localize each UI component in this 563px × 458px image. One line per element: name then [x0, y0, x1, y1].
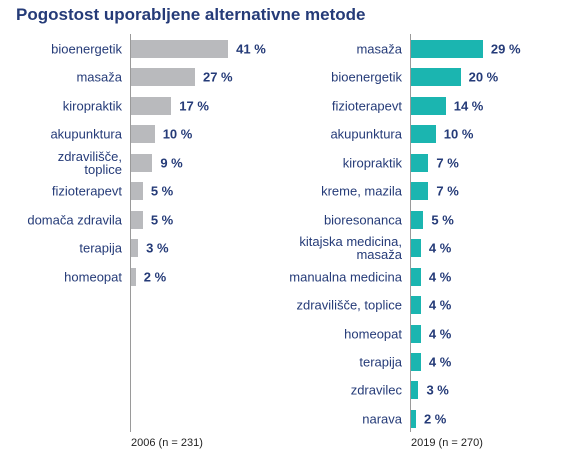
- value-label: 3 %: [146, 240, 169, 256]
- bar: [411, 182, 429, 201]
- value-label: 20 %: [468, 69, 499, 85]
- category-label: homeopat: [64, 269, 122, 285]
- category-label: zdravilišče, toplice: [57, 148, 122, 177]
- bar: [131, 267, 136, 286]
- bar: [411, 239, 421, 258]
- bar: [411, 210, 424, 229]
- category-label: terapija: [359, 354, 402, 370]
- bar: [131, 40, 229, 58]
- bar: [411, 68, 461, 87]
- category-label: masaža: [356, 41, 402, 57]
- bar: [411, 267, 421, 286]
- value-label: 10 %: [162, 126, 193, 142]
- value-label: 5 %: [150, 183, 174, 199]
- category-label: bioenergetik: [331, 69, 402, 85]
- category-label: kiropraktik: [342, 155, 402, 171]
- bar: [411, 324, 421, 343]
- category-label: kiropraktik: [62, 98, 122, 114]
- category-label: akupunktura: [50, 126, 122, 142]
- category-label: domača zdravila: [27, 212, 122, 228]
- value-label: 3 %: [426, 382, 449, 398]
- bar: [131, 239, 139, 258]
- value-label: 7 %: [436, 183, 459, 199]
- category-label: fizioterapevt: [331, 98, 402, 114]
- axis-label: 2019 (n = 270): [411, 437, 483, 449]
- bar: [411, 296, 421, 315]
- category-label: kitajska medicina, masaža: [299, 234, 402, 263]
- value-label: 17 %: [179, 98, 209, 114]
- bar: [411, 96, 446, 115]
- value-label: 5 %: [150, 212, 174, 228]
- value-label: 2 %: [143, 269, 167, 285]
- value-label: 29 %: [490, 41, 521, 57]
- category-label: narava: [362, 411, 402, 427]
- bar: [131, 210, 143, 229]
- value-label: 4 %: [428, 240, 452, 256]
- bar: [131, 125, 155, 144]
- bar: [131, 182, 143, 201]
- bar: [411, 40, 483, 58]
- value-label: 4 %: [428, 354, 452, 370]
- value-label: 9 %: [160, 155, 183, 171]
- category-label: bioresonanca: [323, 212, 402, 228]
- axis-line: [410, 34, 411, 432]
- value-label: 5 %: [431, 212, 454, 228]
- category-label: bioenergetik: [51, 41, 122, 57]
- value-label: 27 %: [202, 69, 233, 85]
- value-label: 41 %: [236, 41, 266, 57]
- bar: [131, 96, 172, 115]
- bar: [411, 352, 421, 371]
- category-label: masaža: [76, 69, 122, 85]
- category-label: fizioterapevt: [51, 183, 122, 199]
- bar: [411, 153, 429, 172]
- category-label: terapija: [79, 240, 122, 256]
- value-label: 10 %: [443, 126, 474, 142]
- bar: [131, 153, 153, 172]
- axis-line: [130, 34, 131, 432]
- category-label: homeopat: [344, 326, 402, 341]
- bar: [131, 68, 195, 87]
- value-label: 4 %: [428, 269, 452, 285]
- category-label: zdravilec: [350, 382, 402, 398]
- category-label: zdravilišče, toplice: [296, 297, 403, 313]
- value-label: 7 %: [436, 155, 459, 171]
- bar: [411, 125, 436, 144]
- axis-label: 2006 (n = 231): [131, 437, 203, 449]
- category-label: kreme, mazila: [321, 183, 402, 199]
- category-label: manualna medicina: [289, 269, 402, 285]
- category-label: akupunktura: [330, 126, 402, 142]
- bar: [411, 381, 419, 400]
- chart-title: Pogostost uporabljene alternativne metod…: [16, 5, 366, 24]
- bar: [411, 409, 416, 428]
- value-label: 2 %: [423, 411, 447, 427]
- value-label: 4 %: [428, 326, 452, 341]
- value-label: 4 %: [428, 297, 452, 313]
- value-label: 14 %: [453, 98, 484, 114]
